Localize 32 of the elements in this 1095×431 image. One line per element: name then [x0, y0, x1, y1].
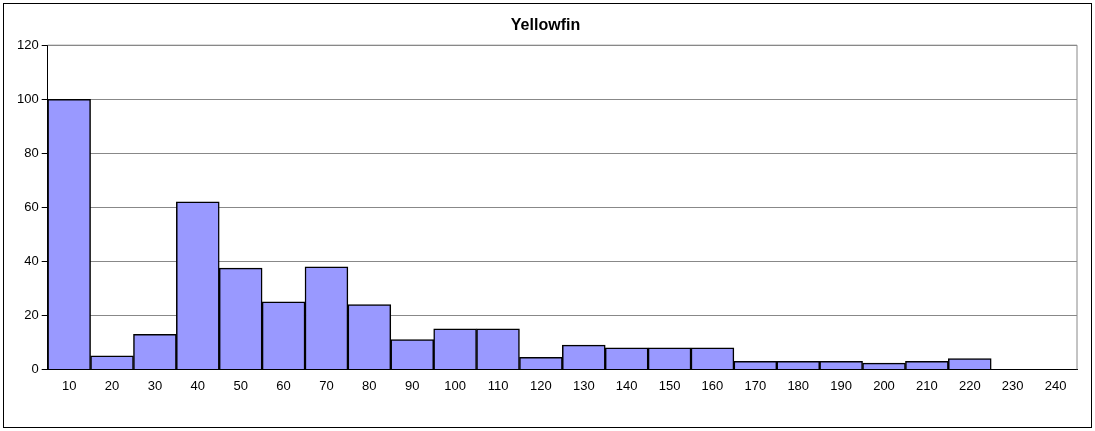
- y-tick-label: 20: [24, 306, 39, 322]
- x-tick-label: 20: [104, 377, 120, 393]
- chart-title: Yellowfin: [510, 16, 581, 34]
- x-tick-label: 230: [1001, 377, 1024, 393]
- x-tick-label: 100: [444, 377, 466, 393]
- x-tick-label: 130: [572, 377, 595, 393]
- x-tick-label: 80: [362, 377, 377, 393]
- x-tick-label: 160: [701, 377, 724, 393]
- y-tick-label: 40: [24, 252, 39, 268]
- x-tick-label: 190: [830, 377, 852, 393]
- y-tick-label: 0: [31, 360, 39, 376]
- x-tick-label: 220: [958, 377, 981, 393]
- x-tick-label: 170: [744, 377, 767, 393]
- x-tick-label: 140: [615, 377, 638, 393]
- y-tick-label: 80: [24, 144, 39, 160]
- x-tick-label: 90: [405, 377, 420, 393]
- x-tick-label: 30: [147, 377, 163, 393]
- y-tick-label: 100: [16, 90, 39, 106]
- y-tick-label: 120: [16, 36, 39, 52]
- x-tick-label: 110: [487, 377, 509, 393]
- x-tick-label: 40: [190, 377, 206, 393]
- x-tick-label: 10: [61, 377, 77, 393]
- x-tick-label: 200: [873, 377, 895, 393]
- x-tick-label: 240: [1044, 377, 1067, 393]
- x-tick-label: 210: [916, 377, 938, 393]
- y-tick-label: 60: [24, 198, 39, 214]
- x-tick-label: 60: [276, 377, 291, 393]
- x-tick-label: 120: [530, 377, 552, 393]
- x-tick-label: 70: [319, 377, 334, 393]
- x-tick-label: 50: [233, 377, 248, 393]
- x-tick-label: 180: [787, 377, 810, 393]
- x-tick-label: 150: [658, 377, 681, 393]
